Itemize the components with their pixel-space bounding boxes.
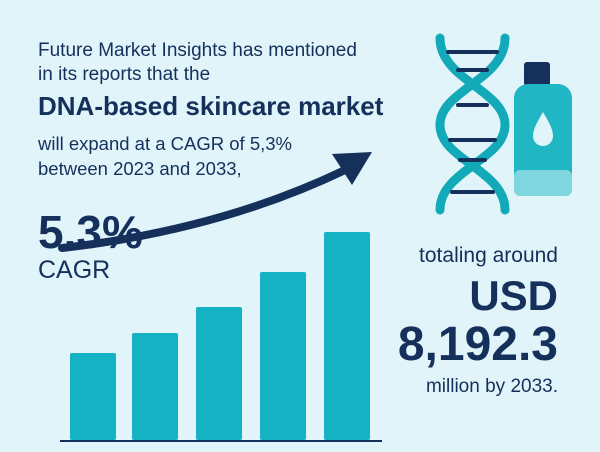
intro-line: Future Market Insights has mentioned (38, 40, 357, 61)
bar (260, 272, 306, 440)
arrow-head (332, 152, 372, 185)
total-currency: USD (469, 272, 558, 319)
total-prefix: totaling around (419, 244, 558, 267)
cagr-label: CAGR (38, 256, 110, 284)
bar (324, 232, 370, 440)
detail-line: will expand at a CAGR of 5,3% (37, 133, 292, 154)
bar (196, 307, 242, 440)
total-amount: 8,192.3 (398, 318, 558, 371)
detail-line: between 2023 and 2033, (38, 158, 242, 179)
growth-arrow (58, 166, 349, 252)
cagr-value: 5.3% (38, 206, 143, 258)
bottle-icon (514, 62, 572, 196)
bar (70, 353, 116, 440)
total-suffix: million by 2033. (426, 376, 558, 397)
intro-line: in its reports that the (38, 64, 210, 85)
headline: DNA-based skincare market (38, 91, 384, 121)
bar (132, 333, 178, 440)
growth-bars (70, 232, 370, 440)
dna-icon (435, 33, 510, 215)
